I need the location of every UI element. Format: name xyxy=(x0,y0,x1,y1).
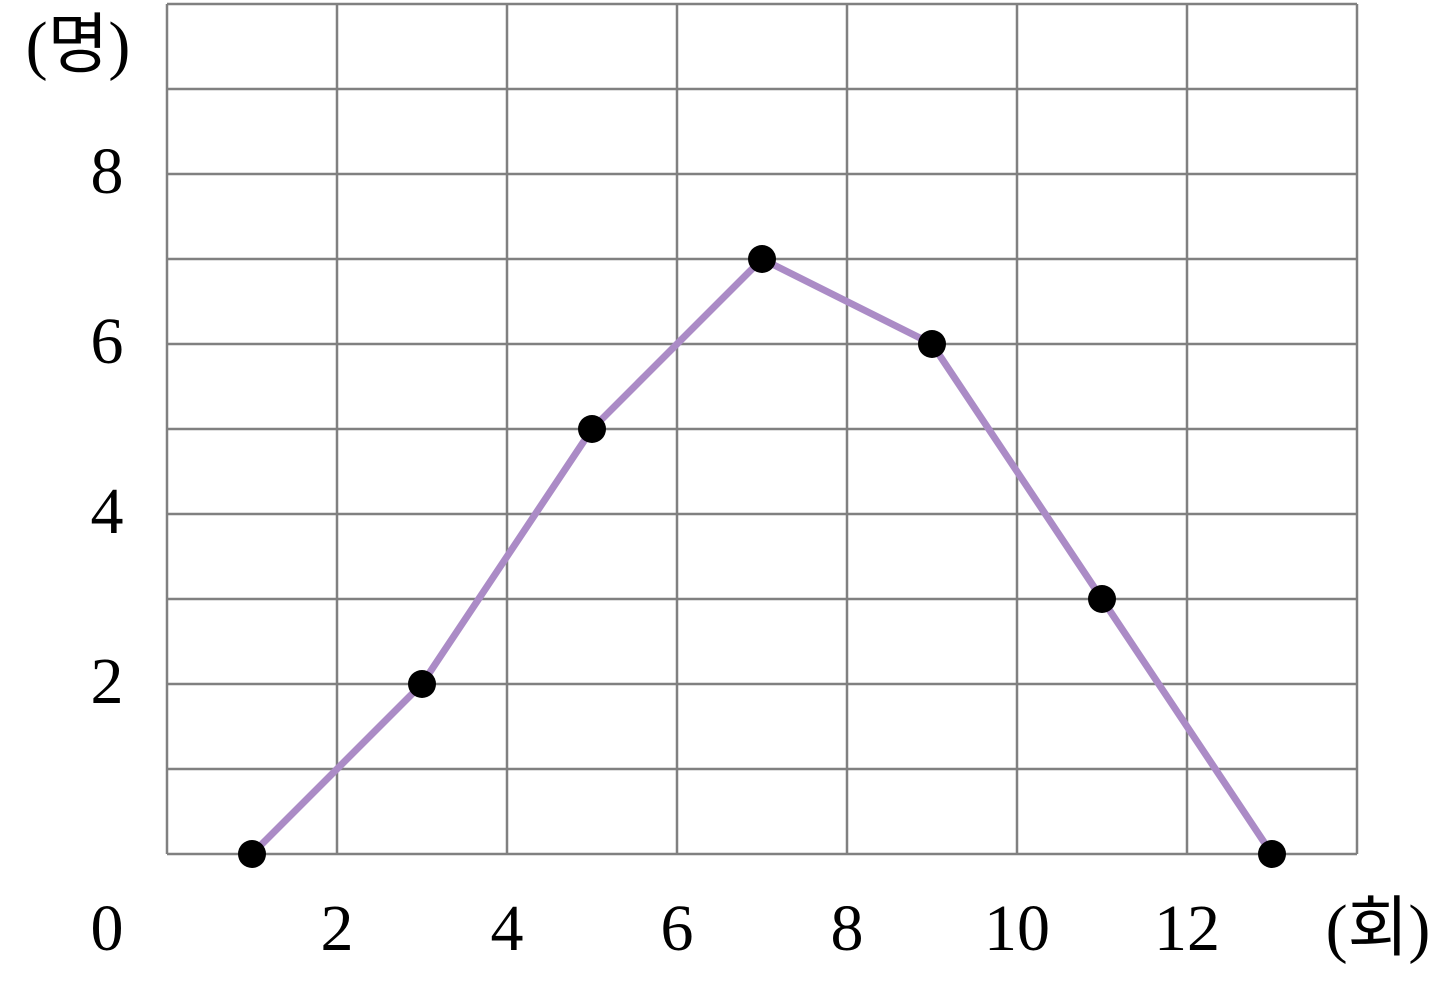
x-tick-label: 8 xyxy=(831,892,864,965)
data-point xyxy=(1088,585,1116,613)
x-tick-label: 0 xyxy=(91,892,124,965)
data-point xyxy=(408,670,436,698)
y-tick-label: 4 xyxy=(91,475,124,548)
data-point xyxy=(918,330,946,358)
y-axis-label: (명) xyxy=(26,9,131,82)
data-point xyxy=(238,840,266,868)
data-point xyxy=(1258,840,1286,868)
y-tick-label: 6 xyxy=(91,305,124,378)
data-point xyxy=(578,415,606,443)
x-tick-label: 12 xyxy=(1154,892,1220,965)
x-tick-label: 2 xyxy=(321,892,354,965)
y-tick-label: 2 xyxy=(91,645,124,718)
x-tick-label: 6 xyxy=(661,892,694,965)
series-line xyxy=(249,254,1275,857)
x-axis-label: (회) xyxy=(1326,892,1431,965)
x-tick-label: 10 xyxy=(984,892,1050,965)
y-tick-label: 8 xyxy=(91,135,124,208)
data-point xyxy=(748,245,776,273)
x-tick-label: 4 xyxy=(491,892,524,965)
